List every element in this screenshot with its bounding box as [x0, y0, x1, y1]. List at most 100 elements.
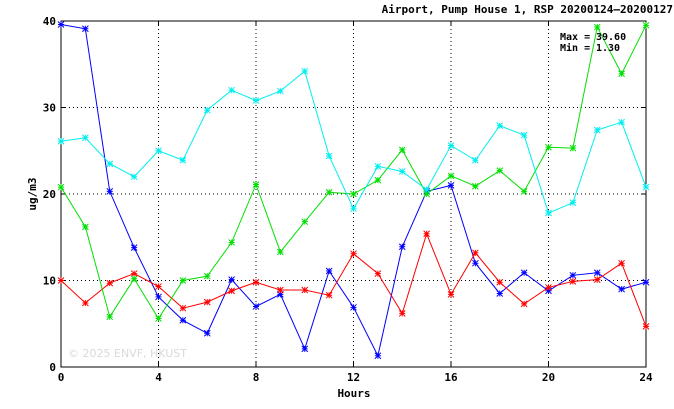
data-point	[203, 298, 211, 306]
min-label: Min =	[560, 42, 590, 54]
data-point	[642, 278, 650, 286]
data-point	[545, 209, 552, 217]
data-point	[277, 286, 284, 294]
data-point	[301, 67, 309, 75]
data-point	[569, 144, 577, 152]
data-point	[106, 313, 114, 321]
data-point	[350, 250, 357, 258]
data-point	[130, 173, 138, 181]
data-point	[106, 188, 114, 195]
x-tick-label: 8	[253, 371, 260, 384]
data-point	[545, 284, 552, 291]
data-point	[569, 278, 577, 285]
data-point	[398, 310, 406, 317]
data-point	[228, 239, 235, 246]
data-point	[325, 267, 333, 275]
x-tick-label: 24	[639, 371, 653, 384]
data-point	[277, 290, 284, 298]
data-point	[520, 269, 528, 277]
data-point	[447, 290, 455, 298]
data-point	[57, 277, 65, 284]
series-3	[57, 21, 650, 322]
x-tick-label: 12	[347, 371, 360, 384]
data-point	[252, 97, 260, 104]
y-tick-label: 20	[43, 188, 56, 201]
data-point	[618, 259, 625, 267]
data-point	[642, 183, 650, 191]
data-point	[82, 25, 89, 33]
data-point	[179, 304, 187, 312]
y-tick-label: 10	[43, 275, 56, 288]
data-point	[57, 183, 65, 191]
data-point	[374, 162, 382, 170]
data-point	[130, 275, 138, 283]
data-point	[496, 290, 504, 297]
x-tick-label: 20	[542, 371, 555, 384]
data-point	[472, 156, 479, 164]
data-point	[618, 70, 625, 78]
data-point	[350, 190, 357, 198]
x-axis-label: Hours	[337, 387, 370, 400]
data-point	[618, 118, 625, 126]
data-point	[252, 303, 260, 310]
data-point	[155, 147, 162, 155]
data-point	[277, 248, 284, 256]
data-point	[325, 188, 333, 196]
y-axis-label: ug/m3	[26, 177, 39, 210]
data-point	[57, 21, 65, 28]
data-point	[301, 286, 309, 294]
data-point	[593, 269, 601, 277]
data-point	[130, 244, 138, 251]
data-point	[203, 329, 211, 337]
data-point	[350, 303, 357, 311]
data-point	[350, 205, 357, 213]
data-point	[447, 172, 455, 180]
data-point	[398, 243, 406, 251]
data-point	[593, 23, 601, 31]
data-point	[374, 176, 382, 184]
series-group	[57, 21, 650, 360]
data-point	[155, 283, 162, 290]
data-point	[545, 143, 552, 151]
data-point	[130, 270, 138, 277]
data-point	[398, 168, 406, 175]
data-point	[423, 186, 430, 194]
data-point	[228, 276, 235, 283]
data-point	[593, 276, 601, 283]
data-point	[472, 259, 479, 267]
data-point	[301, 218, 309, 226]
data-point	[472, 249, 479, 257]
data-point	[545, 287, 552, 295]
axis-ticks: 0 4 8 12 16 20 24 0 10 20 30 40	[43, 15, 653, 384]
data-point	[57, 137, 65, 145]
data-point	[179, 277, 187, 284]
x-tick-label: 4	[155, 371, 162, 384]
data-point	[447, 181, 455, 189]
data-point	[325, 291, 333, 299]
y-tick-label: 30	[43, 102, 56, 115]
x-tick-label: 0	[58, 371, 65, 384]
max-value: 39.60	[596, 32, 626, 43]
data-point	[618, 285, 625, 293]
y-tick-label: 40	[43, 15, 56, 28]
data-point	[520, 131, 528, 139]
data-point	[203, 106, 211, 114]
data-point	[447, 142, 455, 149]
data-point	[252, 278, 260, 286]
data-point	[228, 287, 235, 295]
data-point	[423, 230, 430, 238]
data-point	[496, 278, 504, 286]
data-point	[593, 126, 601, 134]
data-point	[496, 122, 504, 130]
y-tick-label: 0	[49, 361, 56, 374]
series-1	[57, 21, 650, 360]
series-2	[57, 230, 650, 330]
data-point	[520, 300, 528, 308]
data-point	[374, 352, 382, 360]
data-point	[423, 190, 430, 198]
max-label: Max =	[560, 32, 590, 43]
watermark: © 2025 ENVF, HKUST	[68, 347, 187, 360]
data-point	[520, 188, 528, 195]
data-point	[252, 181, 260, 188]
